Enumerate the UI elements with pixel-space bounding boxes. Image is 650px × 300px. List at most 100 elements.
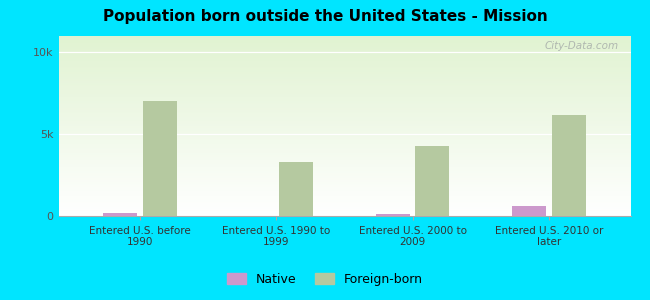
Bar: [58, 85, 630, 86]
Bar: [58, 144, 630, 146]
Bar: [58, 200, 630, 202]
Bar: [58, 121, 630, 122]
Bar: [58, 191, 630, 193]
Bar: [58, 164, 630, 166]
Bar: [58, 67, 630, 68]
Bar: [58, 40, 630, 41]
Bar: [58, 198, 630, 200]
Bar: [58, 133, 630, 135]
Bar: [58, 203, 630, 205]
Bar: [58, 171, 630, 173]
Bar: [58, 187, 630, 189]
Bar: [103, 213, 138, 216]
Bar: [58, 151, 630, 153]
Bar: [58, 36, 630, 38]
Bar: [58, 110, 630, 112]
Bar: [58, 205, 630, 207]
Bar: [58, 38, 630, 40]
Bar: [58, 88, 630, 90]
Bar: [58, 59, 630, 61]
Bar: [58, 101, 630, 103]
Bar: [58, 131, 630, 133]
Bar: [58, 162, 630, 164]
Bar: [58, 70, 630, 72]
Bar: [58, 103, 630, 104]
Bar: [58, 112, 630, 113]
Bar: [58, 115, 630, 117]
Bar: [58, 202, 630, 203]
Bar: [415, 146, 449, 216]
Bar: [58, 81, 630, 83]
Bar: [58, 41, 630, 43]
Bar: [58, 157, 630, 158]
Bar: [58, 169, 630, 171]
Bar: [58, 209, 630, 211]
Bar: [58, 153, 630, 155]
Bar: [58, 77, 630, 79]
Bar: [376, 214, 410, 216]
Bar: [58, 185, 630, 187]
Bar: [58, 79, 630, 81]
Bar: [58, 56, 630, 58]
Bar: [58, 167, 630, 169]
Bar: [58, 196, 630, 198]
Bar: [58, 146, 630, 148]
Bar: [58, 140, 630, 142]
Bar: [58, 207, 630, 209]
Bar: [58, 180, 630, 182]
Bar: [58, 155, 630, 157]
Bar: [58, 160, 630, 162]
Legend: Native, Foreign-born: Native, Foreign-born: [222, 268, 428, 291]
Bar: [58, 149, 630, 151]
Bar: [58, 47, 630, 49]
Bar: [58, 86, 630, 88]
Text: City-Data.com: City-Data.com: [545, 41, 619, 51]
Bar: [58, 72, 630, 74]
Bar: [58, 94, 630, 95]
Bar: [58, 176, 630, 178]
Bar: [58, 106, 630, 108]
Bar: [58, 50, 630, 52]
Bar: [58, 148, 630, 149]
Bar: [58, 212, 630, 214]
Bar: [58, 49, 630, 50]
Bar: [58, 182, 630, 184]
Bar: [58, 189, 630, 191]
Bar: [58, 193, 630, 194]
Bar: [58, 126, 630, 128]
Bar: [58, 52, 630, 54]
Bar: [58, 61, 630, 63]
Bar: [58, 74, 630, 76]
Bar: [58, 173, 630, 175]
Bar: [58, 58, 630, 59]
Bar: [58, 139, 630, 140]
Bar: [279, 162, 313, 216]
Bar: [58, 142, 630, 144]
Bar: [58, 166, 630, 167]
Bar: [58, 211, 630, 212]
Bar: [58, 122, 630, 124]
Bar: [143, 101, 177, 216]
Bar: [551, 115, 586, 216]
Bar: [58, 95, 630, 97]
Bar: [512, 206, 546, 216]
Bar: [58, 68, 630, 70]
Bar: [58, 83, 630, 85]
Bar: [58, 65, 630, 67]
Bar: [58, 63, 630, 65]
Bar: [58, 130, 630, 131]
Bar: [58, 92, 630, 94]
Bar: [58, 43, 630, 45]
Bar: [58, 175, 630, 176]
Bar: [58, 108, 630, 110]
Bar: [58, 128, 630, 130]
Bar: [58, 119, 630, 121]
Bar: [58, 97, 630, 99]
Bar: [58, 137, 630, 139]
Bar: [58, 99, 630, 101]
Bar: [58, 178, 630, 180]
Bar: [58, 135, 630, 137]
Bar: [58, 124, 630, 126]
Bar: [58, 194, 630, 196]
Bar: [58, 76, 630, 77]
